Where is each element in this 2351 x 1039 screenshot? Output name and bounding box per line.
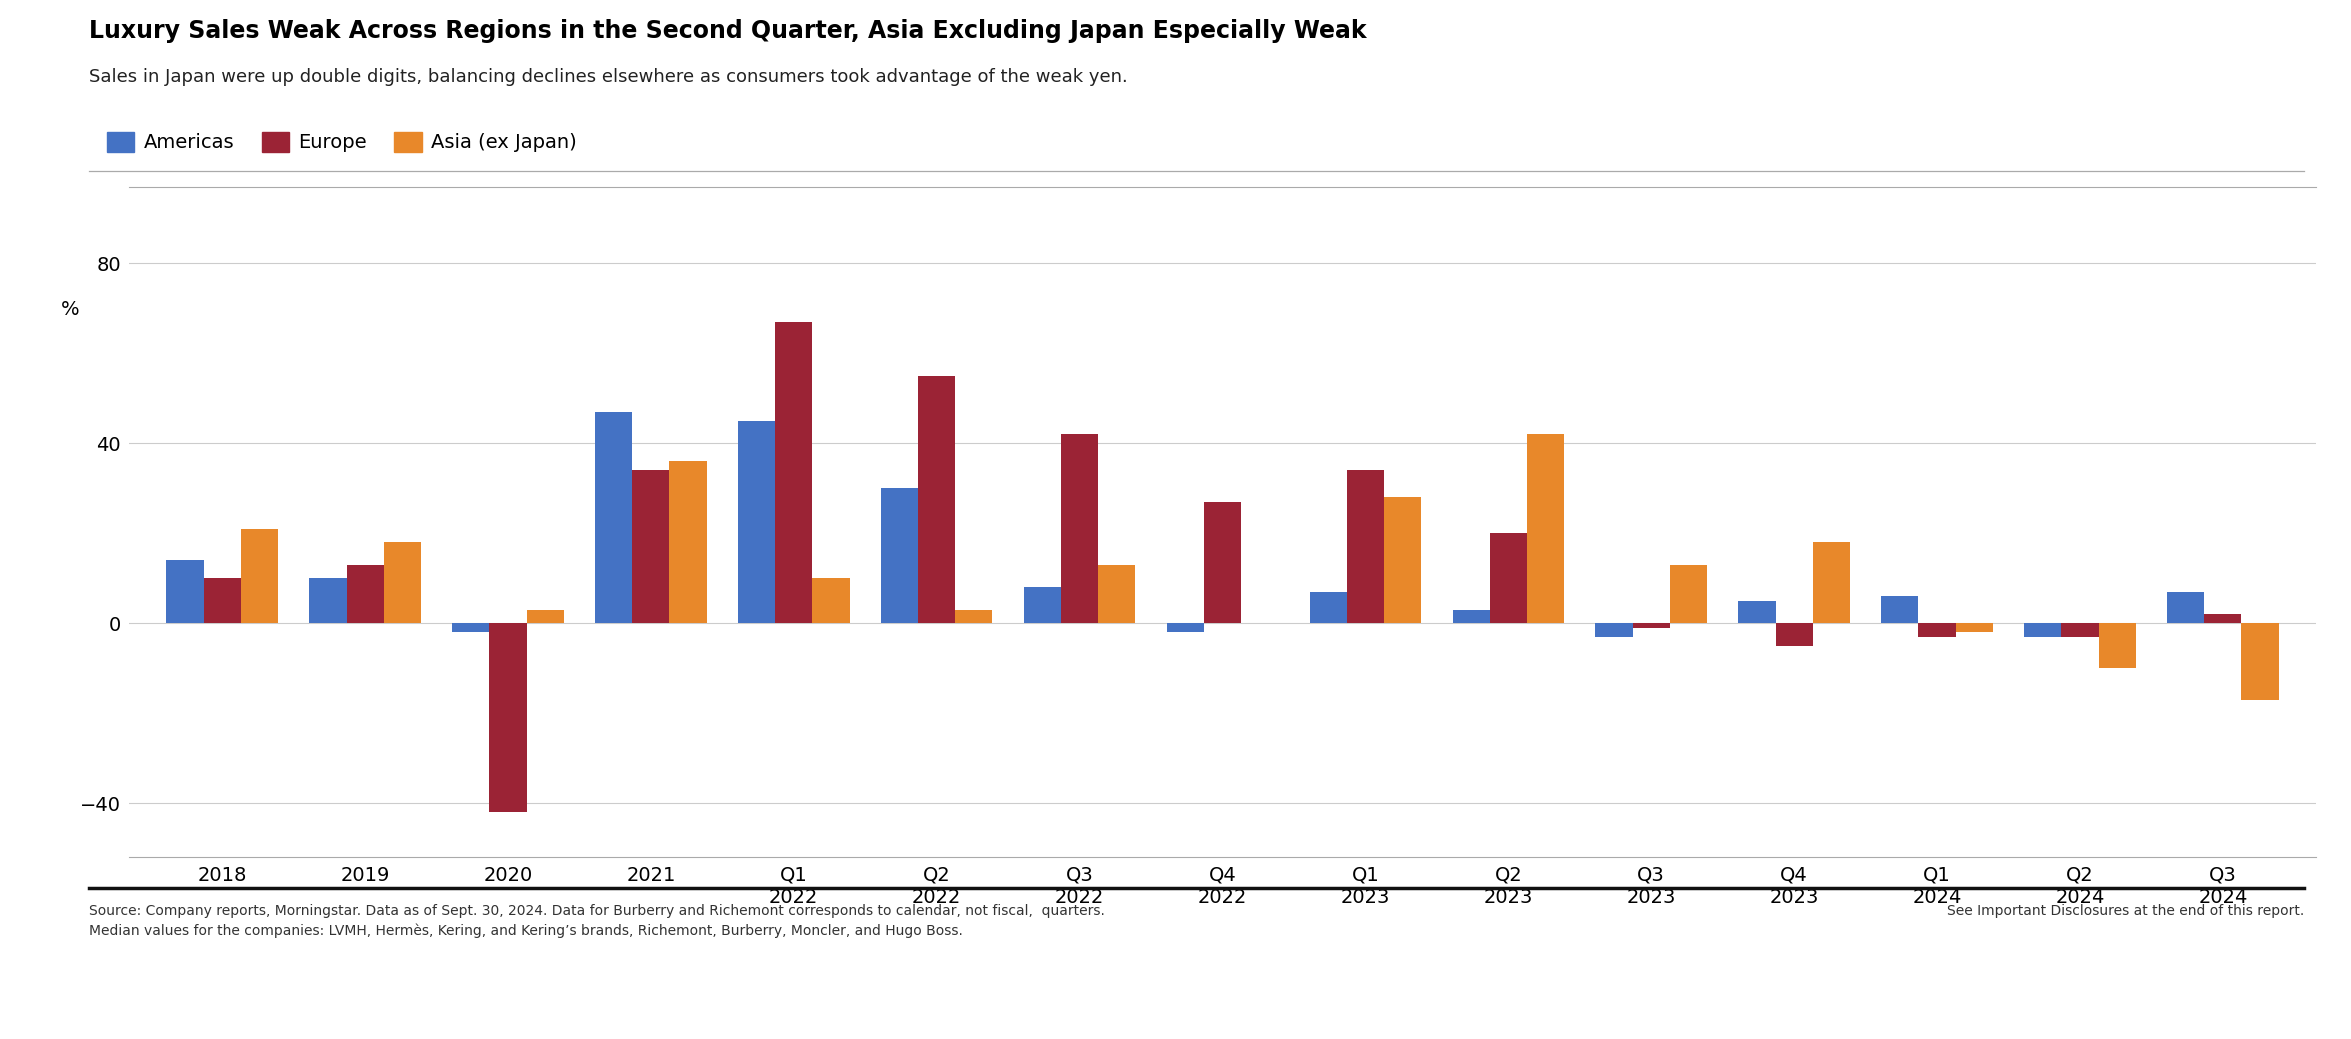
Text: %: %	[61, 300, 80, 319]
Bar	[738, 421, 776, 623]
Bar	[1596, 623, 1632, 637]
Bar	[1098, 565, 1136, 623]
Bar	[1813, 542, 1850, 623]
Text: Source: Company reports, Morningstar. Data as of Sept. 30, 2024. Data for Burber: Source: Company reports, Morningstar. Da…	[89, 904, 1105, 938]
Bar	[1310, 592, 1347, 623]
Bar	[167, 560, 205, 623]
Bar	[1526, 434, 1563, 623]
Bar	[882, 488, 919, 623]
Bar	[527, 610, 564, 623]
Bar	[1385, 498, 1420, 623]
Bar	[670, 461, 708, 623]
Bar	[2168, 592, 2205, 623]
Bar	[776, 322, 813, 623]
Bar	[1775, 623, 1813, 646]
Bar	[1491, 533, 1526, 623]
Bar	[1956, 623, 1994, 633]
Bar	[1204, 502, 1241, 623]
Bar	[240, 529, 277, 623]
Bar	[1347, 471, 1385, 623]
Bar	[919, 376, 955, 623]
Bar	[383, 542, 421, 623]
Bar	[1881, 596, 1918, 623]
Bar	[310, 579, 346, 623]
Bar	[1453, 610, 1491, 623]
Bar	[1632, 623, 1669, 628]
Bar	[1025, 587, 1060, 623]
Bar	[2062, 623, 2099, 637]
Legend: Americas, Europe, Asia (ex Japan): Americas, Europe, Asia (ex Japan)	[99, 124, 585, 160]
Bar	[813, 579, 849, 623]
Bar	[595, 411, 632, 623]
Bar	[2241, 623, 2278, 699]
Bar	[346, 565, 383, 623]
Text: Luxury Sales Weak Across Regions in the Second Quarter, Asia Excluding Japan Esp: Luxury Sales Weak Across Regions in the …	[89, 19, 1366, 43]
Bar	[451, 623, 489, 633]
Bar	[955, 610, 992, 623]
Text: Sales in Japan were up double digits, balancing declines elsewhere as consumers : Sales in Japan were up double digits, ba…	[89, 68, 1128, 85]
Bar	[1166, 623, 1204, 633]
Bar	[489, 623, 527, 812]
Bar	[205, 579, 240, 623]
Bar	[1060, 434, 1098, 623]
Text: See Important Disclosures at the end of this report.: See Important Disclosures at the end of …	[1947, 904, 2304, 917]
Bar	[632, 471, 670, 623]
Bar	[2024, 623, 2062, 637]
Bar	[2099, 623, 2135, 668]
Bar	[1918, 623, 1956, 637]
Bar	[1737, 601, 1775, 623]
Bar	[1669, 565, 1707, 623]
Bar	[2205, 614, 2241, 623]
